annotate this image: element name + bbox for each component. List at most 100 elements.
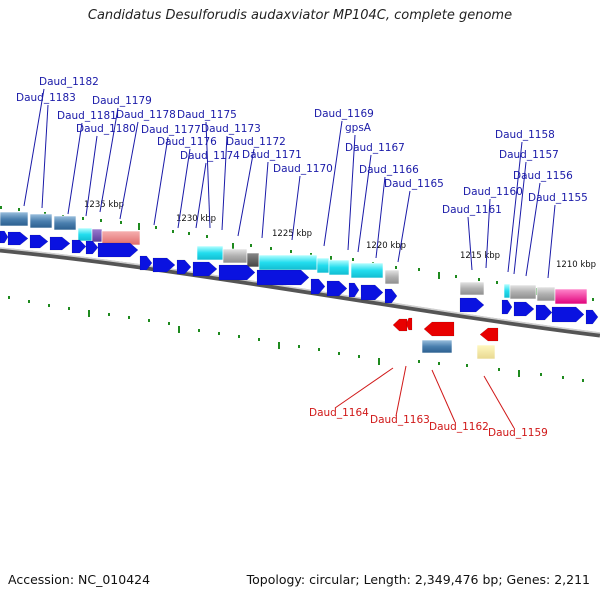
label-leader-line	[323, 120, 343, 247]
reverse-gene-arrow	[392, 318, 408, 332]
tick-mark	[418, 268, 420, 271]
gene-label-daud-1155: Daud_1155	[528, 192, 588, 204]
forward-gene-arrow	[49, 236, 71, 251]
genome-backbone	[0, 247, 600, 338]
tick-mark	[218, 332, 220, 335]
forward-gene-arrow	[218, 264, 256, 281]
label-leader-line	[291, 175, 301, 241]
gene-label-daud-1161: Daud_1161	[442, 204, 502, 216]
forward-gene-arrow	[326, 280, 348, 297]
tick-mark	[68, 307, 70, 310]
tick-mark	[138, 223, 140, 230]
tick-mark	[318, 348, 320, 351]
forward-gene-arrow	[152, 257, 176, 273]
label-leader-line	[431, 369, 456, 423]
tick-mark	[418, 360, 420, 363]
gene-label-daud-1160: Daud_1160	[463, 186, 523, 198]
tick-mark	[148, 319, 150, 322]
label-leader-line	[334, 367, 394, 409]
gene-label-daud-1177: Daud_1177	[141, 124, 201, 136]
label-leader-line	[41, 104, 49, 209]
cog-category-bar	[509, 284, 537, 300]
tick-mark	[290, 250, 292, 253]
tick-mark	[88, 310, 90, 317]
forward-gene-arrow	[459, 297, 485, 313]
tick-mark	[238, 335, 240, 338]
reverse-gene-arrow	[423, 321, 455, 337]
gene-label-daud-1163: Daud_1163	[370, 414, 430, 426]
gene-label-daud-1157: Daud_1157	[499, 149, 559, 161]
label-leader-line	[99, 107, 119, 213]
forward-gene-arrow	[7, 231, 29, 246]
tick-mark	[298, 345, 300, 348]
cog-category-bar	[246, 252, 260, 268]
label-leader-line	[467, 216, 473, 271]
tick-mark	[18, 208, 20, 211]
tick-mark	[48, 304, 50, 307]
tick-mark	[8, 296, 10, 299]
forward-gene-arrow	[0, 230, 9, 244]
label-leader-line	[357, 154, 372, 253]
cog-category-bar	[350, 262, 384, 279]
tick-mark	[250, 244, 252, 247]
gene-label-daud-1162: Daud_1162	[429, 421, 489, 433]
kbp-tick-label: 1225 kbp	[272, 229, 312, 239]
label-leader-line	[177, 148, 191, 229]
forward-gene-arrow	[585, 309, 599, 325]
tick-mark	[128, 316, 130, 319]
label-leader-line	[547, 204, 556, 279]
tick-mark	[82, 217, 84, 220]
label-leader-line	[67, 122, 83, 215]
tick-mark	[310, 253, 312, 256]
forward-gene-arrow	[97, 242, 139, 258]
tick-mark	[592, 298, 594, 301]
label-leader-line	[153, 136, 169, 226]
label-leader-line	[375, 176, 386, 259]
tick-mark	[358, 355, 360, 358]
gene-label-daud-1175: Daud_1175	[177, 109, 237, 121]
label-leader-line	[119, 121, 139, 220]
label-leader-line	[261, 161, 269, 239]
topology-text: Topology: circular; Length: 2,349,476 bp…	[246, 572, 590, 587]
gene-label-daud-1158: Daud_1158	[495, 129, 555, 141]
label-leader-line	[195, 162, 207, 229]
label-leader-line	[525, 182, 541, 277]
forward-gene-arrow	[384, 288, 398, 304]
kbp-tick-label: 1230 kbp	[176, 214, 216, 224]
gene-label-daud-1164: Daud_1164	[309, 407, 369, 419]
cog-bars-layer	[0, 211, 588, 360]
tick-mark	[395, 266, 397, 269]
gene-label-gpsa: gpsA	[345, 122, 372, 134]
tick-mark	[582, 379, 584, 382]
gene-label-daud-1179: Daud_1179	[92, 95, 152, 107]
gene-label-daud-1159: Daud_1159	[488, 427, 548, 439]
kbp-tick-label: 1220 kbp	[366, 241, 406, 251]
label-leader-line	[221, 135, 228, 231]
tick-mark	[466, 364, 468, 367]
gene-label-daud-1174: Daud_1174	[180, 150, 240, 162]
cog-category-bar	[421, 339, 453, 354]
gene-label-daud-1167: Daud_1167	[345, 142, 405, 154]
cog-category-bar	[384, 269, 400, 285]
tick-mark	[352, 258, 354, 261]
cog-category-bar	[29, 213, 53, 229]
cog-category-bar	[503, 283, 511, 299]
kbp-tick-label: 1215 kbp	[460, 251, 500, 261]
gene-label-daud-1181: Daud_1181	[57, 110, 117, 122]
gene-label-daud-1172: Daud_1172	[226, 136, 286, 148]
tick-mark	[172, 230, 174, 233]
forward-gene-arrow	[501, 299, 513, 315]
gene-label-daud-1156: Daud_1156	[513, 170, 573, 182]
backbone-layer	[0, 247, 600, 338]
tick-mark	[120, 221, 122, 224]
genes-layer	[0, 230, 599, 342]
tick-mark	[168, 322, 170, 325]
gene-label-daud-1165: Daud_1165	[384, 178, 444, 190]
cog-category-bar	[0, 211, 29, 227]
cog-category-bar	[536, 286, 556, 302]
cog-category-bar	[91, 228, 103, 243]
forward-gene-arrow	[192, 261, 218, 277]
label-leader-line	[395, 365, 407, 417]
